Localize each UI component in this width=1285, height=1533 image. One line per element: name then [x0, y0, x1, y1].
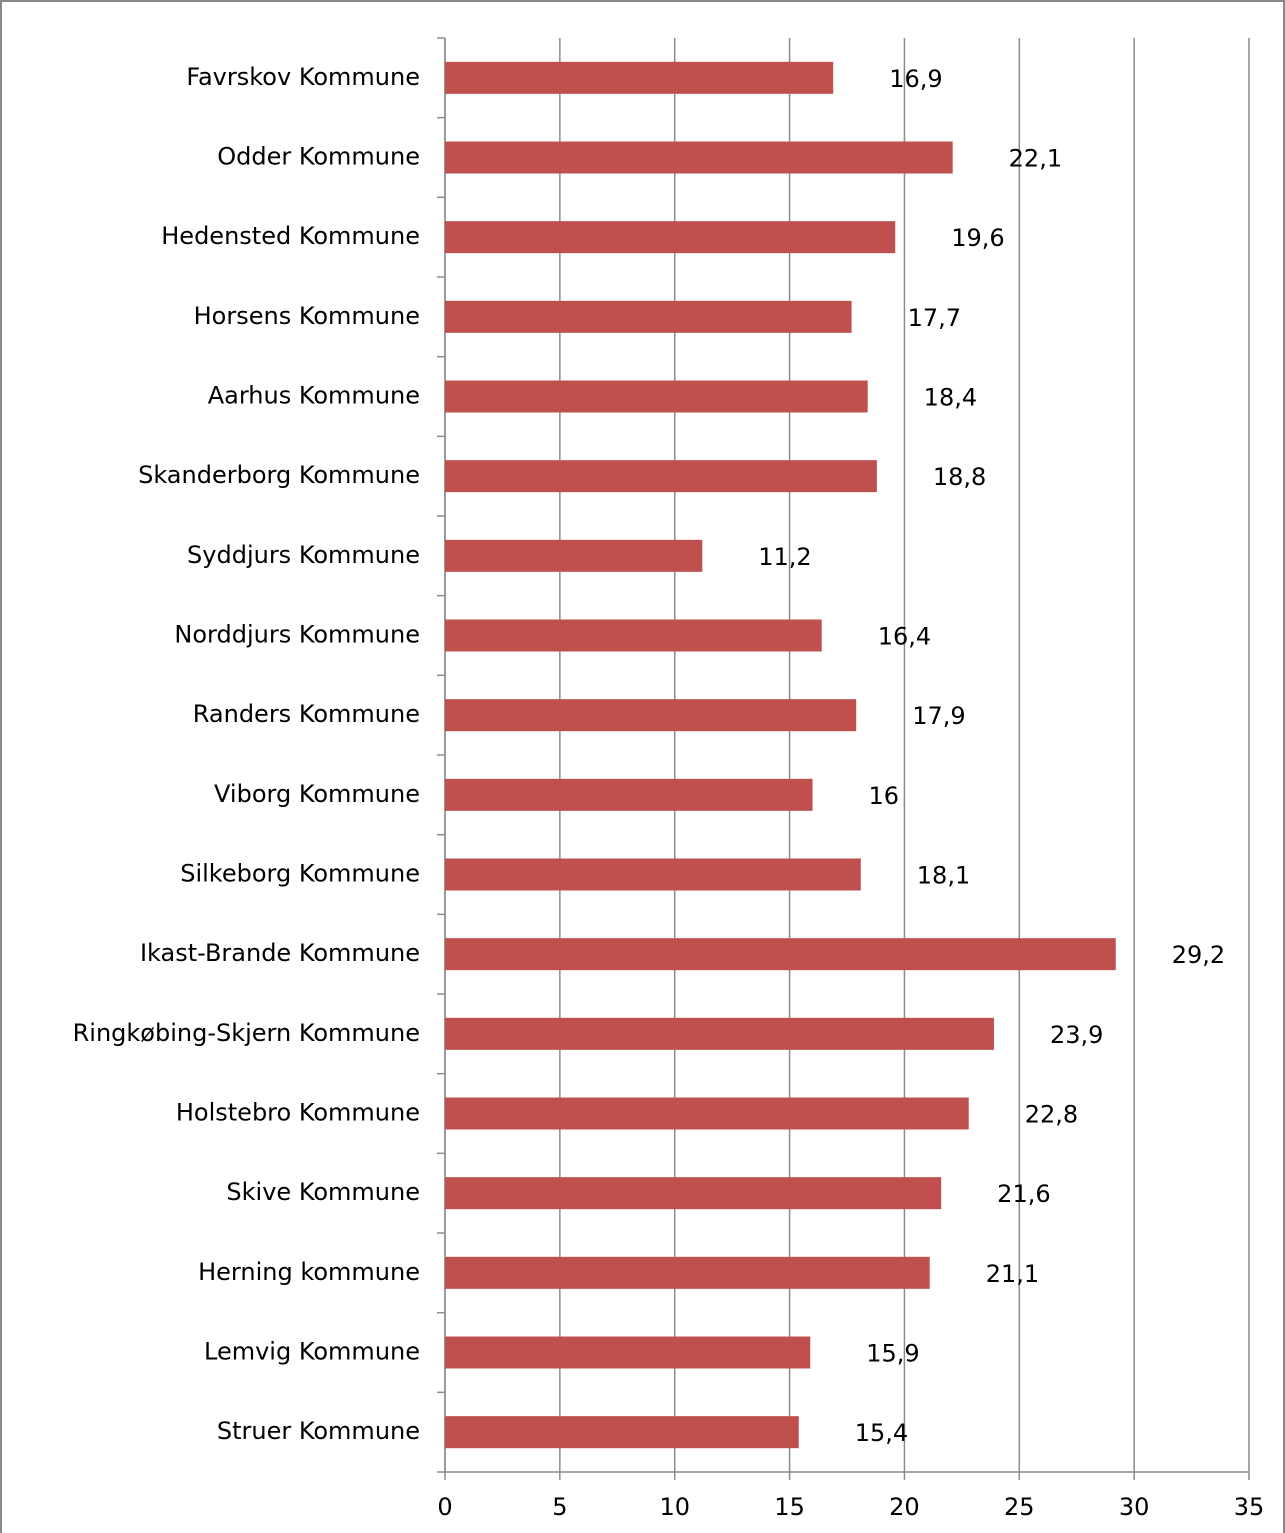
- y-tick-label: Odder Kommune: [217, 143, 420, 171]
- y-tick-label: Skanderborg Kommune: [138, 461, 420, 489]
- value-label: 16,9: [889, 65, 942, 93]
- bar: [445, 1017, 995, 1050]
- y-tick-label: Skive Kommune: [226, 1178, 420, 1206]
- value-label: 15,4: [855, 1419, 908, 1447]
- y-tick-label: Ringkøbing-Skjern Kommune: [73, 1019, 420, 1047]
- value-label: 17,7: [908, 304, 961, 332]
- x-tick-label: 35: [1234, 1493, 1265, 1521]
- y-tick-label: Norddjurs Kommune: [174, 621, 420, 649]
- value-label: 16,4: [878, 623, 931, 651]
- bar: [445, 460, 877, 493]
- bar: [445, 221, 896, 254]
- value-label: 21,1: [986, 1260, 1039, 1288]
- x-tick-label: 0: [437, 1493, 452, 1521]
- y-tick-label: Silkeborg Kommune: [180, 860, 420, 888]
- x-tick-label: 30: [1119, 1493, 1150, 1521]
- x-tick-label: 10: [659, 1493, 690, 1521]
- bar: [445, 938, 1116, 971]
- value-label: 29,2: [1172, 941, 1225, 969]
- x-tick-label: 25: [1004, 1493, 1035, 1521]
- value-label: 17,9: [912, 702, 965, 730]
- y-tick-label: Hedensted Kommune: [161, 222, 420, 250]
- x-tick-label: 5: [552, 1493, 567, 1521]
- bar: [445, 1256, 930, 1289]
- y-tick-label: Lemvig Kommune: [204, 1338, 420, 1366]
- bar: [445, 858, 861, 891]
- bar: [445, 619, 822, 652]
- bar: [445, 778, 813, 811]
- bar: [445, 1336, 811, 1369]
- y-tick-label: Herning kommune: [198, 1258, 420, 1286]
- bar: [445, 300, 852, 333]
- y-tick-label: Syddjurs Kommune: [187, 541, 420, 569]
- y-tick-label: Horsens Kommune: [194, 302, 420, 330]
- value-label: 11,2: [758, 543, 811, 571]
- x-tick-label: 20: [889, 1493, 920, 1521]
- y-tick-label: Favrskov Kommune: [186, 63, 420, 91]
- value-label: 15,9: [866, 1340, 919, 1368]
- value-label: 22,1: [1009, 145, 1062, 173]
- y-tick-label: Viborg Kommune: [214, 780, 420, 808]
- value-label: 22,8: [1025, 1101, 1078, 1129]
- y-tick-label: Aarhus Kommune: [208, 382, 420, 410]
- value-label: 23,9: [1050, 1021, 1103, 1049]
- y-tick-label: Holstebro Kommune: [176, 1099, 420, 1127]
- x-tick-label: 15: [774, 1493, 805, 1521]
- bar: [445, 1416, 799, 1449]
- value-label: 18,8: [933, 463, 986, 491]
- bar: [445, 380, 868, 413]
- value-label: 16: [869, 782, 900, 810]
- bar: [445, 539, 703, 572]
- value-label: 18,1: [917, 862, 970, 890]
- value-label: 18,4: [924, 384, 977, 412]
- bar: [445, 1177, 942, 1210]
- value-label: 21,6: [997, 1180, 1050, 1208]
- y-tick-label: Struer Kommune: [217, 1417, 420, 1445]
- bar: [445, 1097, 969, 1130]
- bar: [445, 61, 834, 94]
- y-tick-label: Ikast-Brande Kommune: [140, 939, 420, 967]
- y-tick-label: Randers Kommune: [193, 700, 420, 728]
- value-label: 19,6: [951, 224, 1004, 252]
- bar: [445, 141, 953, 174]
- bar: [445, 699, 857, 732]
